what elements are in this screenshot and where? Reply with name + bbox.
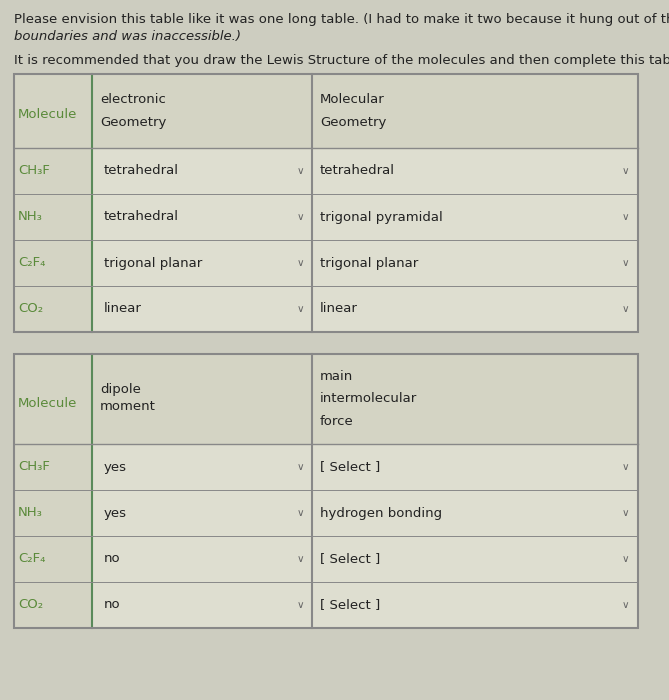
Text: ∨: ∨ (622, 554, 629, 564)
Text: dipole: dipole (100, 384, 141, 396)
Text: ∨: ∨ (296, 462, 304, 472)
Text: Molecular: Molecular (320, 93, 385, 106)
Text: ∨: ∨ (296, 166, 304, 176)
Bar (14, 148, 92, 194)
Text: C₂F₄: C₂F₄ (18, 552, 45, 566)
Text: CO₂: CO₂ (18, 302, 43, 316)
Text: ∨: ∨ (296, 600, 304, 610)
Text: ∨: ∨ (622, 462, 629, 472)
Text: trigonal planar: trigonal planar (104, 256, 202, 270)
Text: Please envision this table like it was one long table. (I had to make it two bec: Please envision this table like it was o… (14, 13, 669, 26)
Bar (14, 354, 638, 628)
Text: electronic: electronic (100, 93, 166, 106)
Text: trigonal pyramidal: trigonal pyramidal (320, 211, 443, 223)
Text: ∨: ∨ (296, 554, 304, 564)
Text: ∨: ∨ (296, 508, 304, 518)
Text: intermolecular: intermolecular (320, 393, 417, 405)
Bar (92, 444, 638, 490)
Text: CH₃F: CH₃F (18, 461, 50, 473)
Text: no: no (104, 552, 120, 566)
Bar (92, 582, 638, 628)
Text: linear: linear (320, 302, 358, 316)
Text: Molecule: Molecule (18, 397, 78, 410)
Text: ∨: ∨ (622, 508, 629, 518)
Text: [ Select ]: [ Select ] (320, 461, 380, 473)
Text: linear: linear (104, 302, 142, 316)
Text: NH₃: NH₃ (18, 507, 43, 519)
Bar (14, 240, 92, 286)
Bar (92, 286, 638, 332)
Bar (14, 74, 92, 148)
Text: hydrogen bonding: hydrogen bonding (320, 507, 442, 519)
Text: trigonal planar: trigonal planar (320, 256, 418, 270)
Text: ∨: ∨ (296, 304, 304, 314)
Text: CO₂: CO₂ (18, 598, 43, 612)
Text: ∨: ∨ (622, 166, 629, 176)
Text: ∨: ∨ (622, 258, 629, 268)
Text: tetrahedral: tetrahedral (320, 164, 395, 178)
Text: ∨: ∨ (622, 212, 629, 222)
Text: Molecule: Molecule (18, 108, 78, 121)
Text: moment: moment (100, 400, 156, 413)
Text: no: no (104, 598, 120, 612)
Text: ∨: ∨ (622, 304, 629, 314)
Text: [ Select ]: [ Select ] (320, 552, 380, 566)
Bar (14, 536, 92, 582)
Bar (92, 490, 638, 536)
Text: ∨: ∨ (296, 258, 304, 268)
Text: ∨: ∨ (622, 600, 629, 610)
Bar (14, 444, 92, 490)
Bar (92, 536, 638, 582)
Bar (14, 354, 638, 628)
Text: Geometry: Geometry (320, 116, 387, 129)
Bar (14, 490, 92, 536)
Text: NH₃: NH₃ (18, 211, 43, 223)
Text: tetrahedral: tetrahedral (104, 211, 179, 223)
Text: main: main (320, 370, 353, 383)
Text: ∨: ∨ (296, 212, 304, 222)
Text: yes: yes (104, 507, 127, 519)
Text: CH₃F: CH₃F (18, 164, 50, 178)
Text: Geometry: Geometry (100, 116, 167, 129)
Bar (14, 286, 92, 332)
Text: tetrahedral: tetrahedral (104, 164, 179, 178)
Text: C₂F₄: C₂F₄ (18, 256, 45, 270)
Text: yes: yes (104, 461, 127, 473)
Text: [ Select ]: [ Select ] (320, 598, 380, 612)
Bar (14, 194, 92, 240)
Bar (14, 74, 638, 332)
Bar (92, 148, 638, 194)
Text: force: force (320, 415, 354, 428)
Text: boundaries and was inaccessible.): boundaries and was inaccessible.) (14, 30, 241, 43)
Bar (14, 74, 638, 332)
Bar (92, 194, 638, 240)
Bar (92, 240, 638, 286)
Bar (14, 582, 92, 628)
Text: It is recommended that you draw the Lewis Structure of the molecules and then co: It is recommended that you draw the Lewi… (14, 54, 669, 67)
